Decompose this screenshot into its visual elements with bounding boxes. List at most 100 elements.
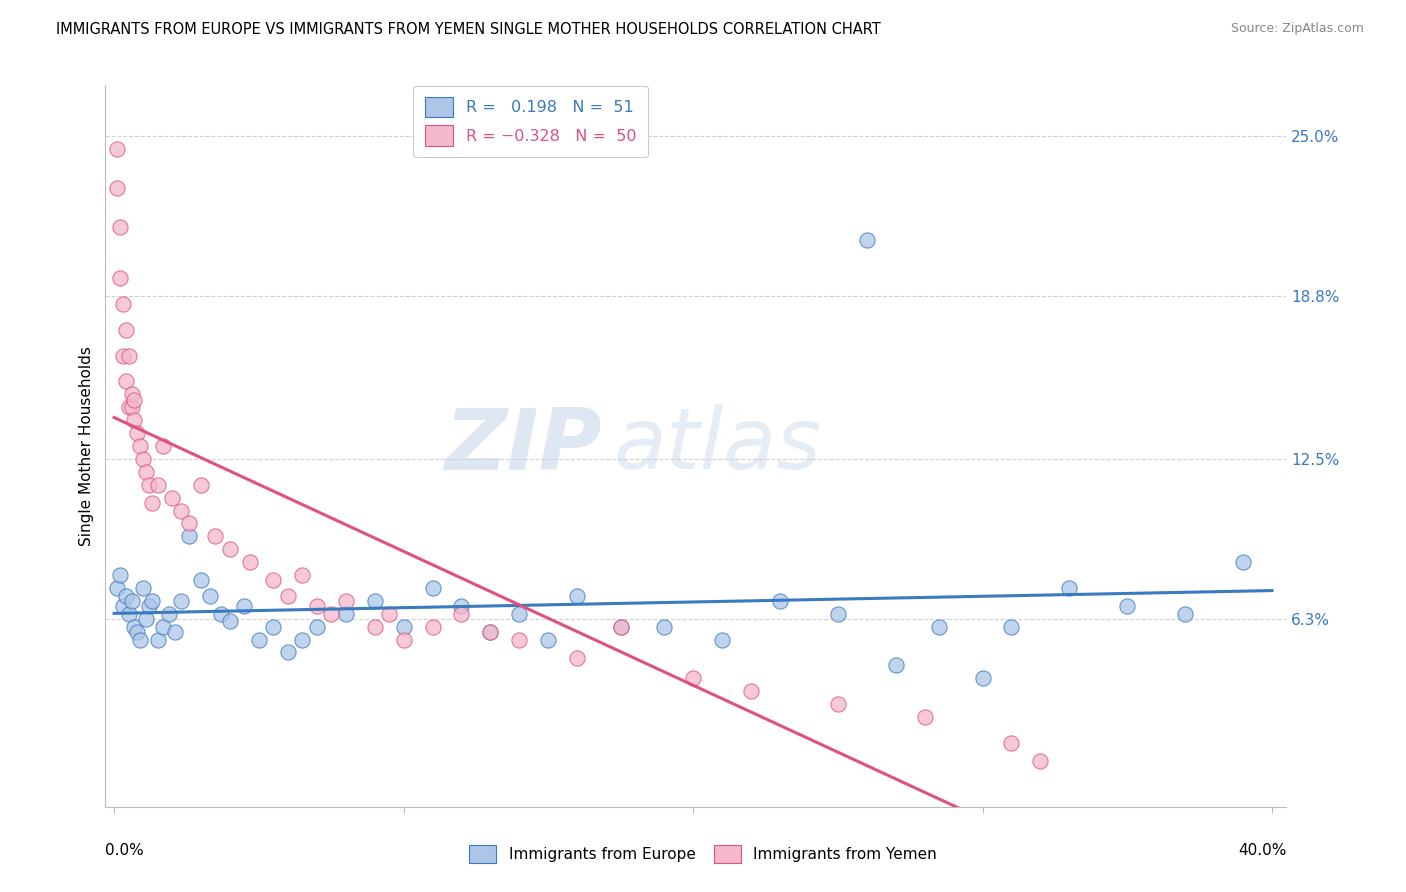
Point	[508, 632, 530, 647]
Point	[1232, 555, 1254, 569]
Point	[138, 599, 160, 613]
Text: IMMIGRANTS FROM EUROPE VS IMMIGRANTS FROM YEMEN SINGLE MOTHER HOUSEHOLDS CORRELA: IMMIGRANTS FROM EUROPE VS IMMIGRANTS FRO…	[56, 22, 882, 37]
Point	[152, 620, 174, 634]
Point	[121, 387, 143, 401]
Point	[1029, 754, 1052, 768]
Legend: R =   0.198   N =  51, R = −0.328   N =  50: R = 0.198 N = 51, R = −0.328 N = 50	[413, 86, 648, 157]
Point	[1000, 620, 1022, 634]
Point	[121, 594, 143, 608]
Point	[305, 599, 328, 613]
Point	[124, 413, 146, 427]
Point	[537, 632, 560, 647]
Point	[335, 607, 357, 621]
Point	[335, 594, 357, 608]
Point	[108, 219, 131, 234]
Point	[141, 594, 163, 608]
Point	[129, 632, 152, 647]
Point	[163, 624, 186, 639]
Point	[132, 451, 155, 466]
Point	[363, 594, 385, 608]
Text: atlas: atlas	[613, 404, 821, 488]
Point	[117, 607, 139, 621]
Point	[609, 620, 631, 634]
Point	[479, 624, 502, 639]
Point	[132, 581, 155, 595]
Point	[124, 620, 146, 634]
Point	[711, 632, 734, 647]
Point	[105, 142, 128, 156]
Point	[422, 620, 444, 634]
Point	[121, 401, 143, 415]
Point	[363, 620, 385, 634]
Point	[170, 594, 193, 608]
Point	[1174, 607, 1197, 621]
Y-axis label: Single Mother Households: Single Mother Households	[79, 346, 94, 546]
Point	[117, 349, 139, 363]
Point	[422, 581, 444, 595]
Point	[114, 589, 136, 603]
Point	[291, 632, 314, 647]
Point	[135, 612, 157, 626]
Point	[769, 594, 792, 608]
Point	[108, 271, 131, 285]
Point	[740, 684, 762, 698]
Point	[152, 439, 174, 453]
Point	[1000, 736, 1022, 750]
Point	[204, 529, 226, 543]
Point	[141, 496, 163, 510]
Point	[111, 297, 134, 311]
Point	[305, 620, 328, 634]
Point	[160, 491, 183, 505]
Point	[392, 632, 415, 647]
Point	[914, 710, 936, 724]
Point	[392, 620, 415, 634]
Point	[135, 465, 157, 479]
Point	[111, 349, 134, 363]
Point	[928, 620, 950, 634]
Point	[508, 607, 530, 621]
Point	[117, 401, 139, 415]
Point	[450, 599, 472, 613]
Point	[884, 658, 907, 673]
Point	[972, 671, 994, 685]
Point	[138, 477, 160, 491]
Point	[262, 573, 284, 587]
Point	[190, 477, 212, 491]
Text: 0.0%: 0.0%	[105, 843, 145, 858]
Point	[209, 607, 232, 621]
Point	[321, 607, 343, 621]
Point	[262, 620, 284, 634]
Point	[127, 624, 149, 639]
Point	[1116, 599, 1139, 613]
Point	[239, 555, 262, 569]
Point	[105, 181, 128, 195]
Point	[450, 607, 472, 621]
Point	[111, 599, 134, 613]
Point	[291, 568, 314, 582]
Legend: Immigrants from Europe, Immigrants from Yemen: Immigrants from Europe, Immigrants from …	[461, 837, 945, 871]
Point	[277, 645, 299, 659]
Point	[114, 323, 136, 337]
Text: Source: ZipAtlas.com: Source: ZipAtlas.com	[1230, 22, 1364, 36]
Point	[567, 589, 589, 603]
Point	[1059, 581, 1081, 595]
Point	[146, 477, 169, 491]
Point	[855, 233, 877, 247]
Point	[827, 697, 849, 711]
Point	[827, 607, 849, 621]
Point	[233, 599, 256, 613]
Point	[219, 615, 242, 629]
Point	[190, 573, 212, 587]
Point	[108, 568, 131, 582]
Point	[129, 439, 152, 453]
Point	[124, 392, 146, 407]
Point	[146, 632, 169, 647]
Point	[179, 529, 201, 543]
Point	[127, 426, 149, 441]
Point	[105, 581, 128, 595]
Point	[179, 516, 201, 531]
Point	[219, 542, 242, 557]
Point	[170, 503, 193, 517]
Point	[277, 589, 299, 603]
Point	[247, 632, 270, 647]
